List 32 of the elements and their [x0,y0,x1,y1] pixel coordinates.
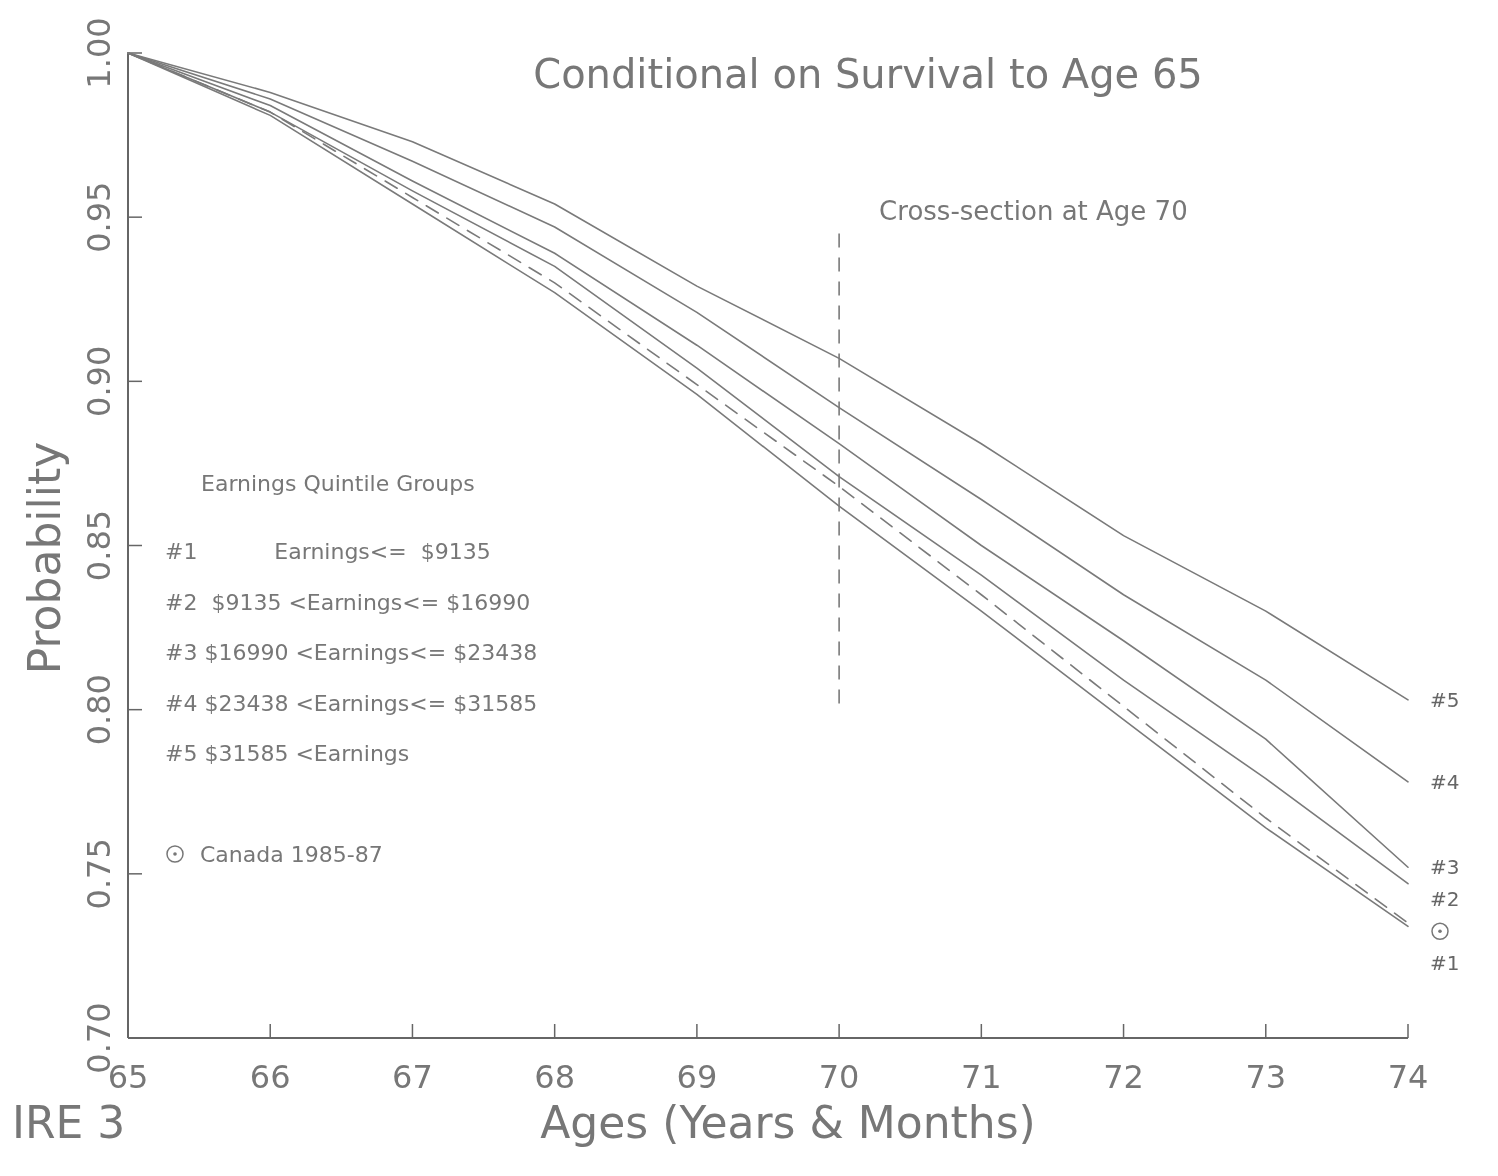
annotation: #5 $31585 <Earnings [165,741,410,766]
series-label: #3 [1430,855,1460,880]
legend-label: Canada 1985-87 [200,842,383,867]
annotation: #1 Earnings<= $9135 [165,539,491,564]
legend-title: Earnings Quintile Groups [201,471,475,496]
x-tick-label: 71 [960,1058,1002,1096]
x-tick-label: 70 [818,1058,860,1096]
annotation: #2 $9135 <Earnings<= $16990 [165,589,531,615]
ref-line-label: Cross-section at Age 70 [879,196,1188,226]
y-tick-label: 0.80 [80,674,118,746]
chart-title: Conditional on Survival to Age 65 [533,51,1203,97]
x-tick-label: 68 [534,1058,576,1096]
y-tick-label: 1.00 [80,17,118,89]
y-tick-label: 0.85 [80,509,118,582]
series-label: #4 [1430,769,1460,794]
annotation: #4 $23438 <Earnings<= $31585 [165,690,538,716]
x-tick-label: 66 [249,1058,291,1096]
y-axis-title: Probability [19,441,70,675]
x-tick-label: 67 [392,1058,433,1096]
y-tick-label: 0.95 [80,181,118,253]
text: IRE 3 [12,1097,126,1148]
x-tick-label: 69 [676,1058,718,1096]
series-label: #2 [1430,887,1460,912]
x-tick-label: 74 [1387,1058,1429,1096]
series-label: #5 [1430,687,1460,712]
x-tick-label: 73 [1245,1058,1287,1096]
x-axis-title: Ages (Years & Months) [540,1097,1036,1148]
series-label: #1 [1430,951,1460,976]
y-tick-label: 0.75 [80,838,118,910]
y-tick-label: 0.90 [80,345,118,417]
x-tick-label: 72 [1103,1058,1144,1096]
annotation: #3 $16990 <Earnings<= $23438 [165,640,538,665]
